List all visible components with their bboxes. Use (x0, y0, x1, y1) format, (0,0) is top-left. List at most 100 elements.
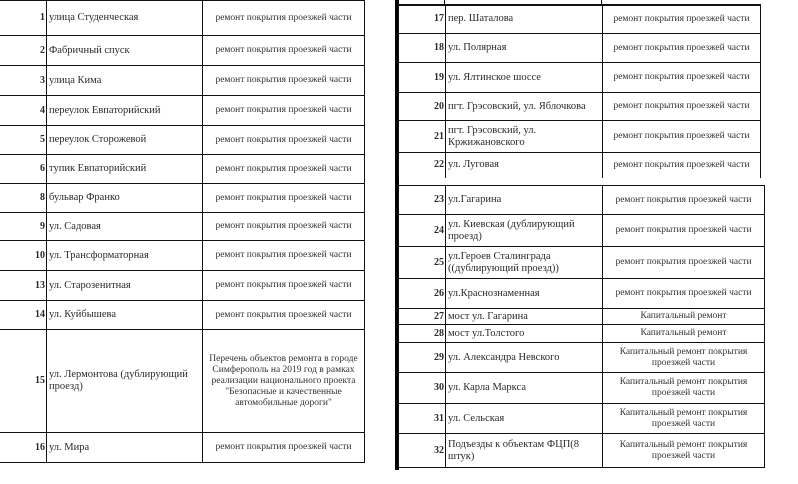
work-description: ремонт покрытия проезжей части (202, 212, 365, 241)
road-name: мост ул. Гагарина (445, 308, 603, 325)
row-number: 16 (0, 432, 47, 463)
road-name: ул. Старозенитная (46, 270, 203, 301)
row-number: 3 (0, 65, 47, 96)
table-row: 8 бульвар Франко ремонт покрытия проезжей … (0, 183, 365, 213)
road-name: пгт. Грэсовский, ул. Яблочкова (445, 92, 603, 121)
road-name: ул. Киевская (дублирующий проезд) (445, 214, 603, 247)
table-row: 9 ул. Садовая ремонт покрытия проезжей час… (0, 212, 365, 241)
table-row: 4 переулок Евпаторийский ремонт покрытия п… (0, 95, 365, 126)
road-name: улица Студенческая (46, 0, 203, 36)
work-description: ремонт покрытия проезжей части (602, 92, 761, 121)
scan-edge-bar (395, 0, 399, 470)
row-number: 18 (398, 33, 446, 63)
work-description: ремонт покрытия проезжей части (202, 35, 365, 66)
table-row: 23 ул.Гагарина ремонт покрытия проезжей ча… (398, 185, 765, 215)
row-number: 23 (398, 185, 446, 215)
work-description: ремонт покрытия проезжей части (602, 185, 765, 215)
road-name: ул. Мира (46, 432, 203, 463)
road-name: ул. Трансформаторная (46, 240, 203, 271)
row-number: 2 (0, 35, 47, 66)
road-name: ул. Садовая (46, 212, 203, 241)
table-row: 3 улица Кима ремонт покрытия проезжей част… (0, 65, 365, 96)
road-name: ул. Куйбышева (46, 300, 203, 330)
table-row: 25 ул.Героев Сталинграда ((дублирующий пр… (398, 246, 765, 279)
table-row: 2 Фабричный спуск ремонт покрытия проезжей… (0, 35, 365, 66)
row-number: 20 (398, 92, 446, 121)
row-number: 19 (398, 62, 446, 93)
row-number: 32 (398, 433, 446, 468)
table-row: 28 мост ул.Толстого Капитальный ремонт (398, 324, 765, 343)
work-description: ремонт покрытия проезжей части (202, 154, 365, 184)
road-name: ул. Карла Маркса (445, 372, 603, 404)
table-row: 30 ул. Карла Маркса Капитальный ремонт пок… (398, 372, 765, 404)
road-name: ул. Луговая (445, 152, 603, 178)
table-row: 20 пгт. Грэсовский, ул. Яблочкова ремонт п… (398, 92, 761, 121)
work-description: Перечень объектов ремонта в городе Симфе… (202, 329, 365, 433)
row-number: 4 (0, 95, 47, 126)
table-row: 18 ул. Полярная ремонт покрытия проезжей ч… (398, 33, 761, 63)
table-row: 21 пгт. Грэсовский, ул. Кржижановского рем… (398, 120, 761, 153)
table-row: 32 Подъезды к объектам ФЦП(8 штук) Капитал… (398, 433, 765, 468)
work-description: ремонт покрытия проезжей части (602, 120, 761, 153)
row-number: 30 (398, 372, 446, 404)
work-description: ремонт покрытия проезжей части (602, 152, 761, 178)
row-number: 26 (398, 278, 446, 309)
row-number: 14 (0, 300, 47, 330)
row-number: 27 (398, 308, 446, 325)
work-description: Капитальный ремонт (602, 324, 765, 343)
work-description: ремонт покрытия проезжей части (602, 278, 765, 309)
work-description: ремонт покрытия проезжей части (202, 95, 365, 126)
right-roads-table-lower: 23 ул.Гагарина ремонт покрытия проезжей ча… (398, 185, 765, 468)
table-row: 14 ул. Куйбышева ремонт покрытия проезжей … (0, 300, 365, 330)
right-roads-table-upper: 17 пер. Шаталова ремонт покрытия проезжей … (398, 4, 761, 178)
table-row: 24 ул. Киевская (дублирующий проезд) ремон… (398, 214, 765, 247)
work-description: Капитальный ремонт покрытия проезжей час… (602, 342, 765, 373)
row-number: 5 (0, 125, 47, 155)
road-name: мост ул.Толстого (445, 324, 603, 343)
row-number: 31 (398, 403, 446, 434)
row-number: 28 (398, 324, 446, 343)
work-description: ремонт покрытия проезжей части (602, 214, 765, 247)
road-name: ул.Гагарина (445, 185, 603, 215)
row-number: 15 (0, 329, 47, 433)
work-description: ремонт покрытия проезжей части (202, 270, 365, 301)
road-name: ул. Лермонтова (дублирующий проезд) (46, 329, 203, 433)
table-row: 27 мост ул. Гагарина Капитальный ремонт (398, 308, 765, 325)
table-row: 17 пер. Шаталова ремонт покрытия проезжей … (398, 4, 761, 34)
road-name: тупик Евпаторийский (46, 154, 203, 184)
road-name: Подъезды к объектам ФЦП(8 штук) (445, 433, 603, 468)
work-description: ремонт покрытия проезжей части (202, 432, 365, 463)
road-name: ул. Сельская (445, 403, 603, 434)
work-description: ремонт покрытия проезжей части (202, 183, 365, 213)
table-row: 6 тупик Евпаторийский ремонт покрытия прое… (0, 154, 365, 184)
road-name: улица Кима (46, 65, 203, 96)
table-row: 10 ул. Трансформаторная ремонт покрытия пр… (0, 240, 365, 271)
road-name: ул. Александра Невского (445, 342, 603, 373)
work-description: ремонт покрытия проезжей части (602, 246, 765, 279)
road-name: пер. Шаталова (445, 4, 603, 34)
table-row: 15 ул. Лермонтова (дублирующий проезд) Пер… (0, 329, 365, 433)
road-name: переулок Евпаторийский (46, 95, 203, 126)
road-name: ул.Героев Сталинграда ((дублирующий прое… (445, 246, 603, 279)
work-description: ремонт покрытия проезжей части (202, 0, 365, 36)
row-number: 6 (0, 154, 47, 184)
road-name: пгт. Грэсовский, ул. Кржижановского (445, 120, 603, 153)
work-description: Капитальный ремонт (602, 308, 765, 325)
work-description: Капитальный ремонт покрытия проезжей час… (602, 403, 765, 434)
table-row: 31 ул. Сельская Капитальный ремонт покрыти… (398, 403, 765, 434)
row-number: 22 (398, 152, 446, 178)
table-row: 19 ул. Ялтинское шоссе ремонт покрытия про… (398, 62, 761, 93)
row-number: 10 (0, 240, 47, 271)
work-description: ремонт покрытия проезжей части (202, 65, 365, 96)
work-description: ремонт покрытия проезжей части (602, 33, 761, 63)
road-name: ул.Краснознаменная (445, 278, 603, 309)
table-row: 29 ул. Александра Невского Капитальный рем… (398, 342, 765, 373)
work-description: Капитальный ремонт покрытия проезжей час… (602, 372, 765, 404)
work-description: ремонт покрытия проезжей части (602, 4, 761, 34)
work-description: ремонт покрытия проезжей части (202, 240, 365, 271)
row-number: 21 (398, 120, 446, 153)
road-name: бульвар Франко (46, 183, 203, 213)
road-name: ул. Полярная (445, 33, 603, 63)
work-description: ремонт покрытия проезжей части (602, 62, 761, 93)
road-name: Фабричный спуск (46, 35, 203, 66)
